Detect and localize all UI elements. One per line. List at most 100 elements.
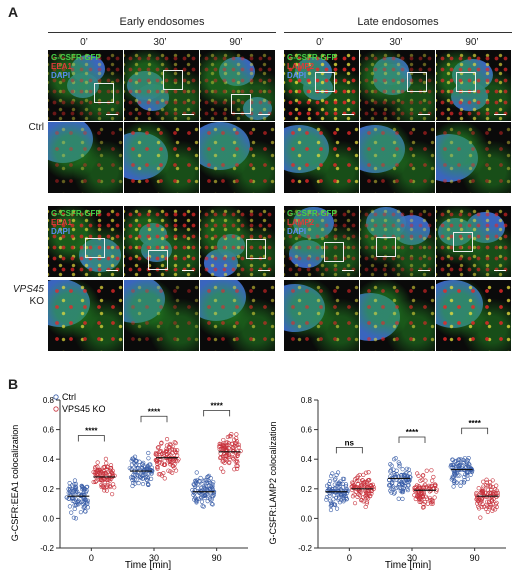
data-point xyxy=(465,473,470,478)
data-point xyxy=(218,455,223,461)
data-point xyxy=(461,480,466,485)
y-tick-label: 0.6 xyxy=(301,426,313,435)
data-point xyxy=(487,490,492,495)
data-point xyxy=(406,467,411,472)
data-point xyxy=(429,468,434,473)
data-point xyxy=(392,490,397,495)
data-point xyxy=(210,502,215,507)
data-point xyxy=(324,483,330,488)
data-point xyxy=(146,450,151,456)
data-point xyxy=(232,454,238,459)
row-label-ko-suffix: KO xyxy=(29,296,44,307)
data-point xyxy=(420,473,425,478)
data-point xyxy=(236,445,242,450)
data-point xyxy=(110,468,115,473)
data-point xyxy=(341,494,346,499)
scale-bar xyxy=(342,114,354,115)
data-point xyxy=(199,485,204,490)
data-point xyxy=(431,474,436,480)
micrograph-r2-c1 xyxy=(124,206,199,277)
scale-bar xyxy=(494,270,506,271)
data-point xyxy=(452,480,457,485)
data-point xyxy=(190,488,195,493)
data-point xyxy=(327,484,332,490)
channel-label-0: G-CSFR-GFP xyxy=(287,209,337,218)
data-point xyxy=(192,497,197,502)
data-point xyxy=(333,490,338,495)
y-tick-label: -0.2 xyxy=(40,544,54,553)
scale-bar xyxy=(258,114,270,115)
data-point xyxy=(488,483,493,488)
micrograph-r2-c2 xyxy=(200,206,275,277)
puncta xyxy=(436,50,511,121)
data-point xyxy=(416,491,421,496)
data-point xyxy=(329,474,334,479)
puncta xyxy=(360,122,435,193)
data-point xyxy=(99,484,104,489)
data-point xyxy=(421,491,426,496)
data-point xyxy=(333,495,339,501)
y-tick-label: 0.8 xyxy=(301,396,313,405)
significance-bracket xyxy=(203,409,231,417)
early-group-rule xyxy=(48,32,276,33)
data-point xyxy=(432,495,437,500)
data-point xyxy=(69,510,74,515)
data-point xyxy=(71,496,76,501)
data-point xyxy=(149,468,154,473)
data-point xyxy=(484,483,489,488)
data-point xyxy=(96,469,101,474)
data-point xyxy=(85,505,90,510)
data-point xyxy=(66,490,71,495)
zoom-region-box xyxy=(148,249,169,270)
time-label-late-0: 0’ xyxy=(316,37,324,48)
data-point xyxy=(168,469,173,474)
time-label-late-30: 30’ xyxy=(389,37,403,48)
data-point xyxy=(427,489,432,494)
data-point xyxy=(81,500,86,505)
data-point xyxy=(100,471,106,476)
data-point xyxy=(334,472,339,478)
data-point xyxy=(93,469,98,474)
data-point xyxy=(80,487,85,492)
data-point xyxy=(432,482,438,487)
data-point xyxy=(110,471,115,476)
data-point xyxy=(397,464,402,469)
data-point xyxy=(481,479,486,484)
data-point xyxy=(466,461,471,466)
zoom-region-box xyxy=(407,72,428,93)
y-tick-label: -0.2 xyxy=(298,544,312,553)
data-point xyxy=(388,468,394,473)
data-point xyxy=(369,484,374,489)
puncta xyxy=(48,280,123,351)
data-point xyxy=(418,478,423,483)
y-tick-label: 0.6 xyxy=(43,426,55,435)
data-point xyxy=(483,506,489,512)
data-point xyxy=(131,457,136,463)
late-endosomes-title: Late endosomes xyxy=(357,16,439,28)
data-point xyxy=(430,478,435,483)
data-point xyxy=(389,486,394,491)
channel-label-2: DAPI xyxy=(51,71,71,80)
data-point xyxy=(358,489,363,494)
data-point xyxy=(420,505,426,510)
data-point xyxy=(461,460,467,466)
zoom-region-box xyxy=(314,71,335,92)
lamp2-colocalization-chart: G-CSFR:LAMP2 colocalization Time [min] -… xyxy=(268,396,506,571)
data-point xyxy=(99,477,104,482)
data-point xyxy=(465,476,470,482)
puncta xyxy=(124,122,199,193)
data-point xyxy=(72,478,78,483)
data-point xyxy=(202,492,208,498)
data-point xyxy=(489,499,494,504)
data-point xyxy=(134,477,139,482)
data-point xyxy=(401,480,406,485)
gfp-signal xyxy=(360,206,435,277)
data-point xyxy=(167,445,172,450)
micrograph-r0-c2 xyxy=(200,50,275,121)
puncta xyxy=(284,50,359,121)
data-point xyxy=(159,473,165,478)
data-point xyxy=(452,471,457,477)
data-point xyxy=(400,467,405,472)
data-point xyxy=(457,473,462,478)
data-point xyxy=(494,494,499,500)
